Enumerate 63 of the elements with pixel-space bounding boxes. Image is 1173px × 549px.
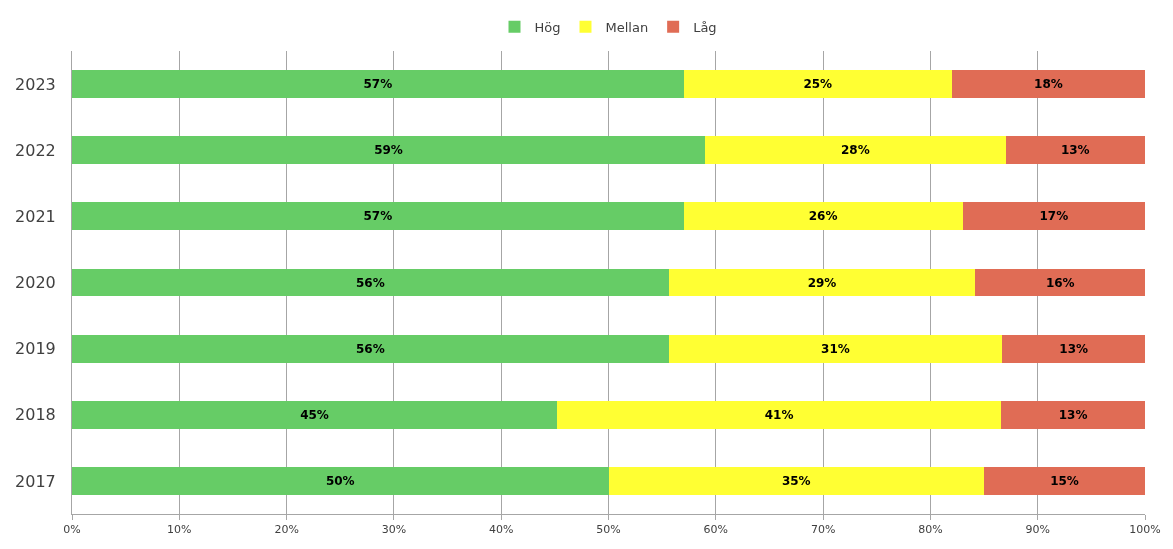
data-label: 57% (363, 209, 393, 224)
bar (668, 334, 1003, 363)
bar (72, 202, 684, 231)
bar (668, 268, 976, 297)
x-tick-label: 40% (488, 523, 514, 537)
bar (984, 467, 1145, 495)
data-label: 35% (781, 473, 811, 488)
y-tick-label: 2021 (15, 206, 56, 226)
bar (72, 467, 609, 495)
x-tick-label: 60% (703, 523, 729, 537)
data-label: 59% (374, 143, 403, 158)
data-label: 13% (1059, 341, 1089, 356)
bar (951, 70, 1145, 98)
data-label: 26% (808, 209, 838, 224)
x-tick-label: 0% (63, 523, 81, 537)
bar (72, 136, 706, 165)
y-tick-label: 2023 (15, 74, 56, 94)
x-tick-label: 80% (918, 523, 943, 537)
data-label: 56% (355, 275, 385, 290)
y-tick-label: 2020 (15, 273, 56, 293)
x-tick-label: 20% (274, 523, 299, 537)
bar (1001, 400, 1145, 429)
data-label: 13% (1060, 143, 1090, 158)
bar (72, 268, 669, 297)
bar (683, 202, 963, 231)
x-tick-label: 90% (1025, 523, 1050, 537)
bar (1002, 334, 1145, 363)
bar (72, 70, 684, 98)
data-label: 50% (325, 473, 355, 488)
bar (608, 467, 985, 495)
y-tick-label: 2017 (15, 471, 56, 491)
data-label: 15% (1050, 473, 1079, 488)
bar (72, 400, 557, 429)
data-label: 25% (803, 77, 833, 92)
bar (975, 268, 1145, 297)
data-label: 31% (821, 341, 850, 356)
data-label: 57% (363, 77, 393, 92)
x-tick-label: 30% (381, 523, 407, 537)
legend-label: Låg (693, 19, 717, 35)
data-label: 18% (1034, 77, 1063, 92)
y-tick-label: 2019 (15, 339, 56, 359)
data-label: 56% (355, 341, 385, 356)
y-tick-label: 2022 (15, 140, 56, 160)
bar (1005, 136, 1145, 165)
data-label: 41% (764, 407, 794, 422)
bar (962, 202, 1145, 231)
bar (705, 136, 1006, 165)
bar (683, 70, 952, 98)
bar (557, 400, 1002, 429)
data-label: 29% (807, 275, 837, 290)
y-tick-label: 2018 (15, 405, 56, 425)
data-label: 13% (1058, 407, 1088, 422)
x-tick-label: 50% (596, 523, 621, 537)
x-tick-label: 100% (1129, 523, 1161, 537)
legend-label: Hög (534, 19, 561, 35)
x-tick-label: 70% (810, 523, 836, 537)
data-label: 17% (1039, 209, 1069, 224)
legend-label: Mellan (605, 19, 649, 35)
bar (72, 334, 669, 363)
data-label: 16% (1045, 275, 1075, 290)
data-label: 28% (840, 143, 870, 158)
x-tick-label: 10% (167, 523, 192, 537)
data-label: 45% (300, 407, 329, 422)
